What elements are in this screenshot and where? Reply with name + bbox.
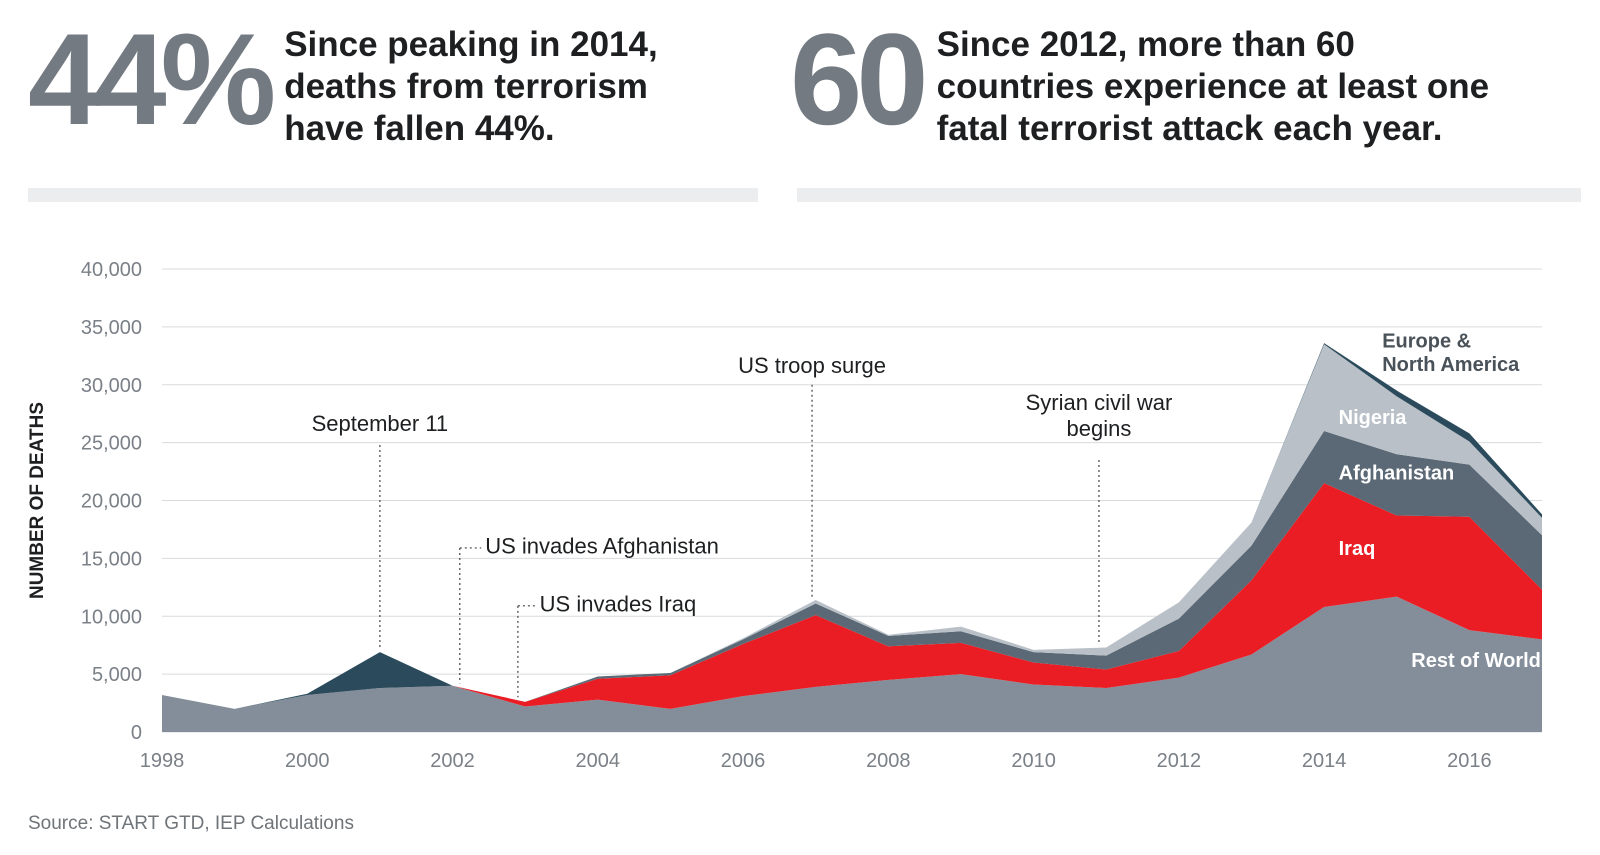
area-iraq <box>162 483 1542 709</box>
y-tick-label: 15,000 <box>81 548 142 570</box>
y-tick-label: 40,000 <box>81 259 142 281</box>
terrorism-deaths-stacked-area-chart: 0 5,000 10,000 15,000 20,000 25,000 30,000 35,0… <box>27 259 1542 772</box>
stat-number-44-percent: 44% <box>28 6 276 152</box>
y-tick-label: 0 <box>131 722 142 744</box>
series-label-europe-and: Europe & <box>1382 331 1471 353</box>
series-label-rest-of-world: Rest of World <box>1411 650 1541 672</box>
area-afghanistan <box>162 431 1542 709</box>
divider-right <box>797 188 1581 202</box>
x-tick-label: 2008 <box>866 750 911 772</box>
x-tick-label: 2004 <box>576 750 621 772</box>
y-tick-label: 5,000 <box>92 664 142 686</box>
series-label-north-america: North America <box>1382 354 1520 376</box>
x-tick-label: 2012 <box>1157 750 1202 772</box>
x-tick-label: 2016 <box>1447 750 1492 772</box>
x-tick-label: 2000 <box>285 750 330 772</box>
series-label-afghanistan: Afghanistan <box>1339 463 1455 485</box>
stat-text-deaths-fallen: Since peaking in 2014, deaths from terro… <box>284 25 658 148</box>
divider-left <box>28 188 758 202</box>
x-tick-label: 2006 <box>721 750 766 772</box>
x-tick-label: 2002 <box>430 750 475 772</box>
annotation-syrian-civil-war: begins <box>1067 416 1132 441</box>
annotation-us-troop-surge: US troop surge <box>738 353 886 378</box>
y-tick-label: 30,000 <box>81 375 142 397</box>
y-tick-label: 35,000 <box>81 317 142 339</box>
stat-number-60: 60 <box>790 6 929 152</box>
y-tick-label: 20,000 <box>81 491 142 513</box>
area-rest-of-world <box>162 596 1542 732</box>
x-tick-label: 2014 <box>1302 750 1347 772</box>
y-tick-label: 10,000 <box>81 606 142 628</box>
stat-block-countries: 60 Since 2012, more than 60 countries ex… <box>790 14 1489 150</box>
source-note: Source: START GTD, IEP Calculations <box>28 813 354 834</box>
series-label-iraq: Iraq <box>1339 538 1376 560</box>
stat-block-deaths-fallen: 44% Since peaking in 2014, deaths from t… <box>28 14 658 150</box>
y-axis-label: NUMBER OF DEATHS <box>27 402 48 599</box>
stat-text-countries: Since 2012, more than 60 countries exper… <box>936 25 1490 148</box>
x-tick-label: 1998 <box>140 750 185 772</box>
annotation-september-11: September 11 <box>312 411 449 436</box>
annotation-us-invades-iraq: US invades Iraq <box>540 592 697 617</box>
series-label-nigeria: Nigeria <box>1339 407 1408 429</box>
x-tick-label: 2010 <box>1011 750 1056 772</box>
annotation-us-invades-afghanistan: US invades Afghanistan <box>485 534 719 559</box>
y-tick-label: 25,000 <box>81 433 142 455</box>
annotation-syrian-civil-war: Syrian civil war <box>1026 390 1173 415</box>
